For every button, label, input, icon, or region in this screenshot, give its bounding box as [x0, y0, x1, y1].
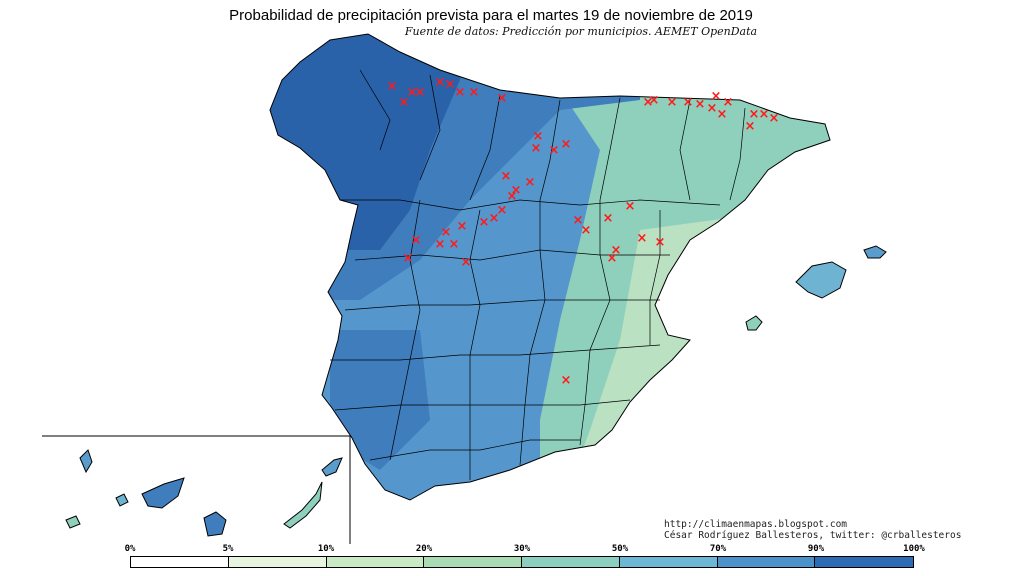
marker: ×	[625, 199, 636, 214]
color-legend: 0% 5% 10% 20% 30% 50% 70% 90% 100%	[125, 544, 925, 574]
balearic-islands	[745, 245, 887, 331]
marker: ×	[643, 95, 654, 110]
spain-outline	[269, 33, 831, 501]
marker: ×	[769, 111, 780, 126]
credits: http://climaenmapas.blogspot.com César R…	[664, 519, 961, 541]
marker: ×	[749, 107, 760, 122]
marker: ×	[695, 97, 706, 112]
legend-tick: 10%	[317, 544, 335, 554]
legend-tick: 5%	[222, 544, 234, 554]
marker: ×	[573, 213, 584, 228]
marker: ×	[497, 91, 508, 106]
marker: ×	[655, 235, 666, 250]
map-title: Probabilidad de precipitación prevista p…	[229, 7, 753, 24]
legend-tick: 50%	[611, 544, 629, 554]
marker: ×	[707, 101, 718, 116]
marker: ×	[403, 251, 414, 266]
marker: ×	[489, 211, 500, 226]
legend-tick: 100%	[903, 544, 925, 554]
marker: ×	[667, 95, 678, 110]
marker: ×	[435, 75, 446, 90]
marker: ×	[525, 175, 536, 190]
marker: ×	[511, 183, 522, 198]
legend-swatch	[717, 557, 816, 567]
marker: ×	[479, 215, 490, 230]
marker: ×	[411, 233, 422, 248]
ibiza	[745, 315, 763, 331]
mallorca	[795, 261, 847, 299]
legend-swatch	[619, 557, 718, 567]
marker: ×	[497, 203, 508, 218]
marker: ×	[549, 143, 560, 158]
tenerife	[141, 477, 185, 509]
marker: ×	[399, 95, 410, 110]
marker: ×	[607, 251, 618, 266]
marker: ×	[415, 85, 426, 100]
legend-tick: 30%	[513, 544, 531, 554]
marker: ×	[445, 77, 456, 92]
marker: ×	[461, 255, 472, 270]
marker: ×	[457, 219, 468, 234]
legend-swatch	[815, 557, 913, 567]
legend-swatch	[131, 557, 229, 567]
gran-canaria	[203, 511, 227, 537]
marker: ×	[531, 141, 542, 156]
fuerteventura	[283, 481, 323, 529]
map-subtitle: Fuente de datos: Predicción por municipi…	[404, 25, 758, 38]
marker: ×	[745, 119, 756, 134]
credits-url: http://climaenmapas.blogspot.com	[664, 519, 848, 530]
marker: ×	[649, 93, 660, 108]
marker: ×	[455, 85, 466, 100]
marker: ×	[723, 95, 734, 110]
legend-tick: 70%	[709, 544, 727, 554]
legend-tick: 0%	[124, 544, 136, 554]
marker: ×	[611, 243, 622, 258]
marker: ×	[449, 237, 460, 252]
marker: ×	[581, 223, 592, 238]
la-gomera	[115, 493, 129, 507]
marker: ×	[469, 85, 480, 100]
legend-bar	[130, 556, 914, 568]
marker: ×	[561, 373, 572, 388]
marker: ×	[637, 231, 648, 246]
legend-swatch	[522, 557, 620, 567]
marker: ×	[603, 211, 614, 226]
canary-inset	[42, 435, 351, 544]
menorca	[863, 245, 887, 259]
province-borders	[330, 69, 746, 480]
legend-swatch	[326, 557, 425, 567]
legend-tick: 90%	[807, 544, 825, 554]
marker: ×	[717, 107, 728, 122]
marker: ×	[561, 137, 572, 152]
la-palma	[79, 449, 93, 474]
legend-tick: 20%	[415, 544, 433, 554]
marker: ×	[759, 107, 770, 122]
marker: ×	[683, 95, 694, 110]
marker: ×	[435, 237, 446, 252]
marker: ×	[501, 169, 512, 184]
marker: ×	[441, 225, 452, 240]
marker: ×	[533, 129, 544, 144]
legend-swatch	[424, 557, 522, 567]
marker: ×	[711, 89, 722, 104]
marker: ×	[387, 79, 398, 94]
marker: ×	[407, 85, 418, 100]
lanzarote	[321, 457, 343, 477]
credits-author: César Rodríguez Ballesteros, twitter: @c…	[664, 530, 962, 541]
precipitation-markers: × × × × × × × × × × × × × × × × × × × × …	[387, 75, 780, 388]
marker: ×	[507, 189, 518, 204]
legend-swatch	[228, 557, 327, 567]
el-hierro	[65, 515, 81, 529]
